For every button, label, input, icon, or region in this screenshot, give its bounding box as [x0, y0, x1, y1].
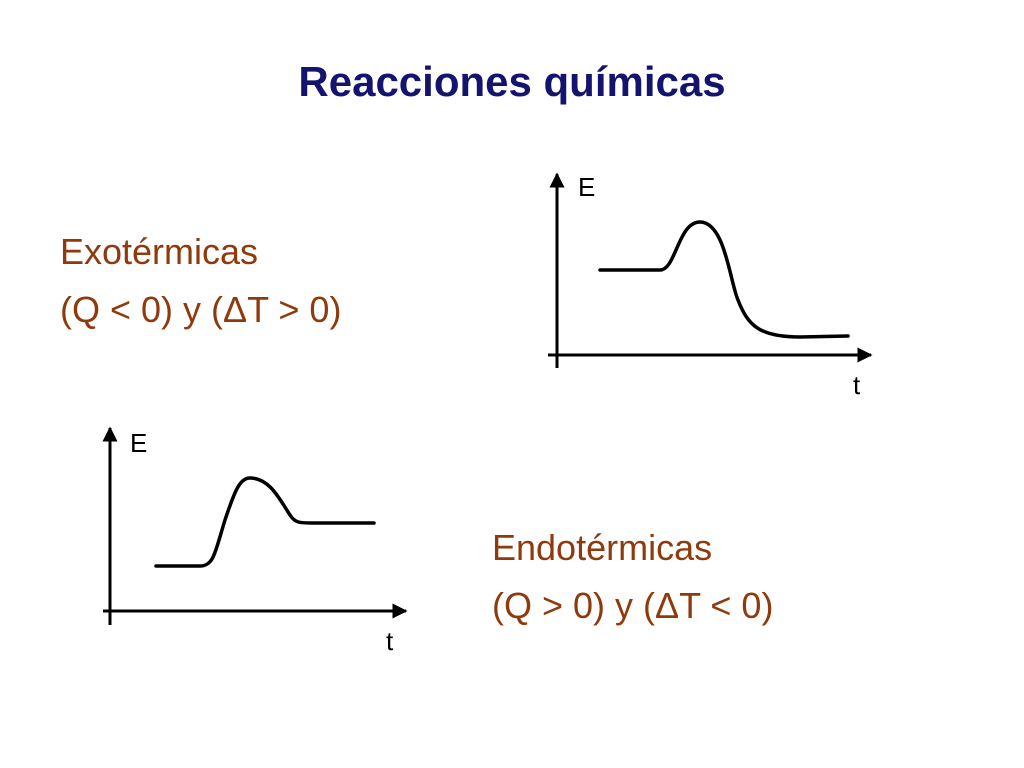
energy-curve — [598, 220, 850, 339]
slide-title: Reacciones químicas — [298, 58, 725, 105]
section-condition: (Q > 0) y (ΔT < 0) — [492, 585, 773, 626]
section-condition: (Q < 0) y (ΔT > 0) — [60, 289, 341, 330]
exothermic-graph: E t — [548, 172, 873, 400]
section-label: Endotérmicas — [492, 527, 712, 568]
section-label: Exotérmicas — [60, 231, 258, 272]
x-axis-label: t — [853, 370, 861, 400]
endothermic-graph: E t — [102, 426, 408, 656]
x-axis-label: t — [386, 626, 394, 656]
y-axis-label: E — [578, 172, 595, 202]
energy-curve — [154, 476, 376, 568]
y-axis-label: E — [130, 428, 147, 458]
